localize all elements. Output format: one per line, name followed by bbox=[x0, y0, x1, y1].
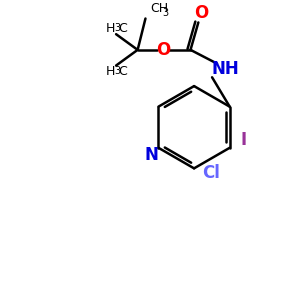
Text: 3: 3 bbox=[114, 23, 120, 33]
Text: H: H bbox=[106, 65, 115, 78]
Text: NH: NH bbox=[212, 60, 240, 78]
Text: C: C bbox=[118, 22, 127, 35]
Text: Cl: Cl bbox=[202, 164, 220, 182]
Text: O: O bbox=[156, 41, 170, 59]
Text: CH: CH bbox=[150, 2, 169, 15]
Text: 3: 3 bbox=[114, 66, 120, 76]
Text: H: H bbox=[106, 22, 115, 35]
Text: I: I bbox=[240, 131, 247, 149]
Text: N: N bbox=[145, 146, 158, 164]
Text: O: O bbox=[194, 4, 208, 22]
Text: 3: 3 bbox=[162, 8, 168, 18]
Text: C: C bbox=[118, 65, 127, 78]
